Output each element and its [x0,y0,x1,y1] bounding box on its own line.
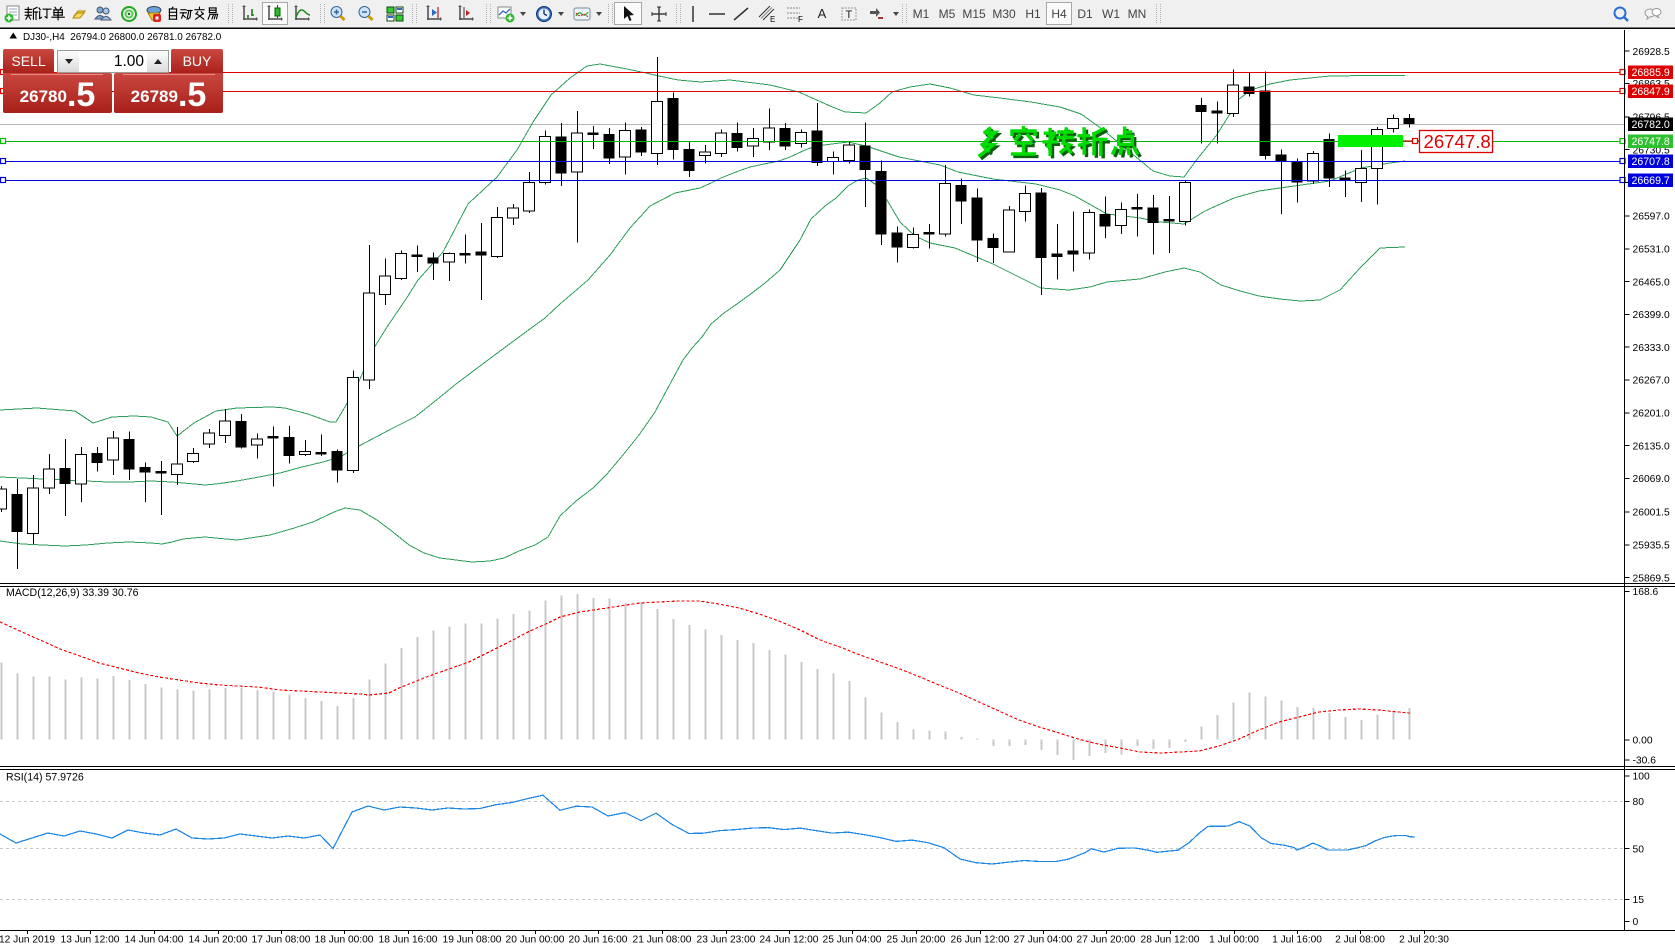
svg-text:25 Jun 04:00: 25 Jun 04:00 [823,935,882,946]
svg-text:26885.9: 26885.9 [1632,67,1670,79]
svg-text:26747.8: 26747.8 [1424,131,1491,152]
svg-text:18 Jun 00:00: 18 Jun 00:00 [315,935,374,946]
svg-text:26333.0: 26333.0 [1633,343,1670,354]
svg-text:RSI(14) 57.9726: RSI(14) 57.9726 [6,772,84,784]
svg-text:13 Jun 12:00: 13 Jun 12:00 [61,935,120,946]
svg-text:26001.5: 26001.5 [1633,508,1670,519]
svg-text:80: 80 [1633,797,1645,808]
svg-text:27 Jun 20:00: 27 Jun 20:00 [1077,935,1136,946]
svg-text:26135.0: 26135.0 [1633,441,1670,452]
svg-text:50: 50 [1633,844,1645,855]
svg-text:26201.0: 26201.0 [1633,409,1670,420]
svg-text:18 Jun 16:00: 18 Jun 16:00 [379,935,438,946]
svg-text:26399.0: 26399.0 [1633,310,1670,321]
svg-text:26707.8: 26707.8 [1632,156,1670,168]
svg-text:26669.7: 26669.7 [1632,175,1670,187]
svg-text:F: F [798,15,803,23]
svg-text:DJ30-,H4 26794.0 26800.0 2678: DJ30-,H4 26794.0 26800.0 26781.0 26782.0 [23,32,222,43]
svg-text:26730.5: 26730.5 [1633,145,1670,156]
svg-text:1 Jul 00:00: 1 Jul 00:00 [1209,935,1259,946]
svg-text:25869.5: 25869.5 [1633,573,1670,584]
svg-text:25 Jun 20:00: 25 Jun 20:00 [887,935,946,946]
svg-text:-30.6: -30.6 [1633,756,1657,767]
svg-text:25935.5: 25935.5 [1633,541,1670,552]
svg-text:2 Jul 20:30: 2 Jul 20:30 [1399,935,1449,946]
svg-text:21 Jun 08:00: 21 Jun 08:00 [633,935,692,946]
svg-text:26747.8: 26747.8 [1632,136,1670,148]
svg-text:26267.0: 26267.0 [1633,376,1670,387]
svg-text:15: 15 [1633,895,1645,906]
svg-text:26782.0: 26782.0 [1632,119,1670,131]
svg-text:28 Jun 12:00: 28 Jun 12:00 [1141,935,1200,946]
svg-text:E: E [770,15,775,23]
svg-text:26597.0: 26597.0 [1633,212,1670,223]
svg-text:0: 0 [1633,917,1639,928]
svg-text:26847.9: 26847.9 [1632,86,1670,98]
svg-text:0.00: 0.00 [1633,736,1653,747]
svg-text:20 Jun 16:00: 20 Jun 16:00 [569,935,628,946]
svg-text:19 Jun 08:00: 19 Jun 08:00 [443,935,502,946]
svg-text:1 Jul 16:00: 1 Jul 16:00 [1272,935,1322,946]
svg-text:14 Jun 20:00: 14 Jun 20:00 [189,935,248,946]
svg-text:MACD(12,26,9) 33.39 30.76: MACD(12,26,9) 33.39 30.76 [6,587,139,599]
svg-text:T: T [846,9,853,21]
svg-text:14 Jun 04:00: 14 Jun 04:00 [125,935,184,946]
svg-text:12 Jun 2019: 12 Jun 2019 [0,935,55,946]
svg-text:2 Jul 08:00: 2 Jul 08:00 [1335,935,1385,946]
svg-text:24 Jun 12:00: 24 Jun 12:00 [760,935,819,946]
svg-text:26465.0: 26465.0 [1633,277,1670,288]
svg-text:100: 100 [1633,772,1650,783]
svg-text:26928.5: 26928.5 [1633,47,1670,58]
svg-text:26531.0: 26531.0 [1633,245,1670,256]
svg-text:26069.0: 26069.0 [1633,474,1670,485]
svg-text:20 Jun 00:00: 20 Jun 00:00 [506,935,565,946]
svg-text:23 Jun 23:00: 23 Jun 23:00 [697,935,756,946]
svg-text:168.6: 168.6 [1633,587,1659,598]
svg-text:27 Jun 04:00: 27 Jun 04:00 [1014,935,1073,946]
svg-text:17 Jun 08:00: 17 Jun 08:00 [252,935,311,946]
svg-text:26 Jun 12:00: 26 Jun 12:00 [951,935,1010,946]
